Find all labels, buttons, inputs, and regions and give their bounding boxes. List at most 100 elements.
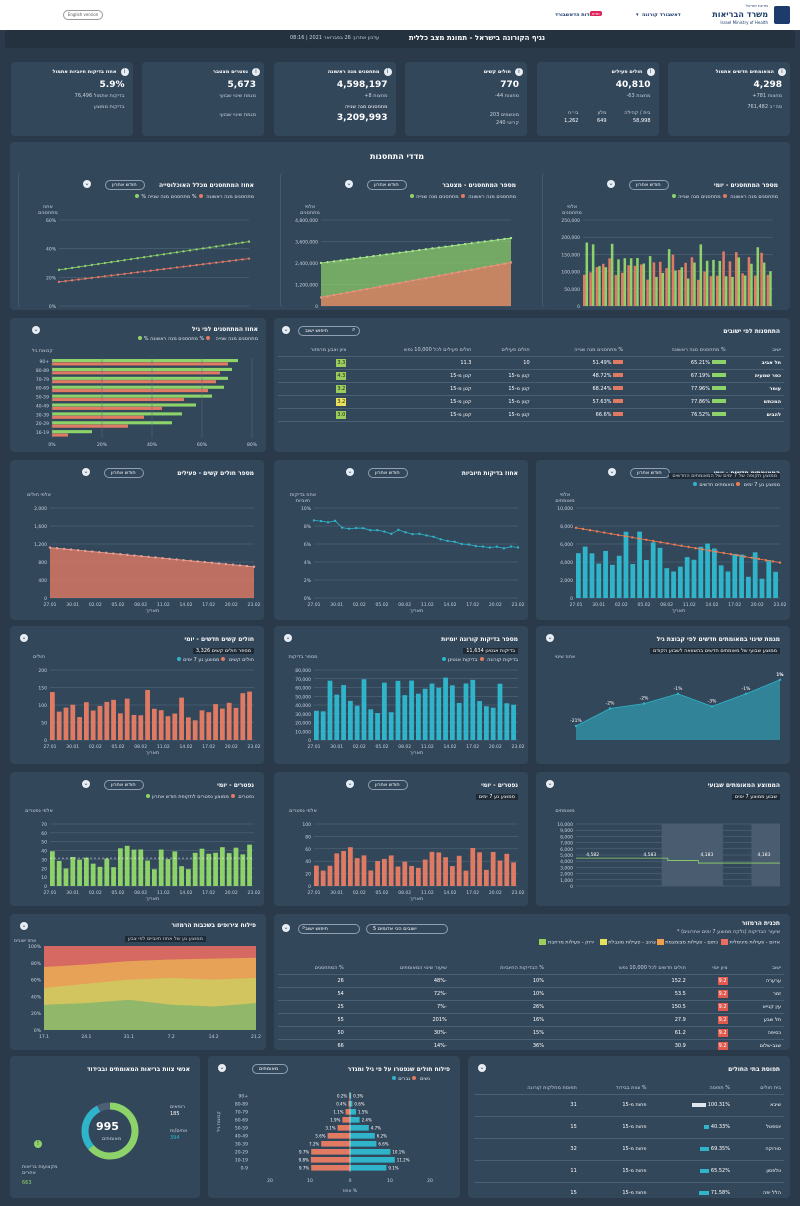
info-icon[interactable]: ⌄: [32, 326, 40, 334]
chart-card: מגמת שינוי במאומתים חדשים לפי קבוצת גיל ⌄…: [536, 626, 790, 764]
table-row[interactable]: תל שבע 9.2 27.9 16% 201% 55: [278, 1013, 784, 1027]
table-header[interactable]: % הבדיקות החיוביות: [449, 962, 547, 975]
info-icon[interactable]: ⌄: [478, 1064, 486, 1072]
city-search-input[interactable]: חיפוש ישוב: [298, 326, 360, 336]
table-row[interactable]: שיבא 100.31% פחות מ-15 31: [474, 1094, 784, 1117]
table-header[interactable]: % מתחסנים מנה שנייה: [532, 344, 627, 357]
period-dropdown[interactable]: חודש אחרון: [105, 180, 145, 190]
table-row[interactable]: עומר 77.96% 68.24% קטן מ-15 קטן מ-15 3.2: [278, 382, 784, 396]
per10k: 53.5: [546, 987, 689, 1001]
x-tick: 20.02: [489, 602, 502, 608]
data-point: [710, 705, 714, 708]
collapse-icon[interactable]: ⌄: [282, 326, 290, 334]
data-point: [201, 263, 205, 266]
table-row[interactable]: כפר שמעיה 67.19% 48.72% קטן מ-15 קטן מ-1…: [278, 369, 784, 383]
table-row[interactable]: תל אביב 65.21% 51.49% 10 11.3 3.3: [278, 356, 784, 370]
info-icon[interactable]: ⌄: [218, 1064, 226, 1072]
info-icon[interactable]: i: [778, 68, 786, 76]
collapse-icon[interactable]: ⌄: [282, 924, 290, 932]
red-cities-dropdown[interactable]: 5 ישובים הכי אדומים: [366, 924, 448, 934]
table-header[interactable]: % המתחסנים: [278, 962, 347, 975]
table-header[interactable]: ישוב: [730, 962, 784, 975]
info-icon[interactable]: ⌄: [82, 468, 90, 476]
data-point: [119, 553, 122, 556]
table-header[interactable]: ציון יומי: [688, 962, 731, 975]
chart-svg: -21%-2%-2%-1%-3%-1%1%1%: [570, 672, 784, 740]
info-icon[interactable]: ⌄: [284, 634, 292, 642]
data-point: [764, 559, 768, 562]
table-row[interactable]: סורוקה 69.35% פחות מ-15 32: [474, 1138, 784, 1161]
table-header[interactable]: חולים פעילים: [474, 344, 533, 357]
bar: [712, 548, 717, 598]
nav-dashboard[interactable]: דאשבורד קורונה: [642, 12, 681, 18]
chart-card: מספר חולים קשים - פעילים חודש אחרון ⌄ אלפי …: [10, 460, 264, 620]
info-icon[interactable]: ⌄: [20, 634, 28, 642]
period-dropdown[interactable]: חודש אחרון: [629, 180, 669, 190]
x-tick: 27.01: [570, 602, 583, 608]
table-row[interactable]: הלל יפה 71.58% פחות מ-15 15: [474, 1182, 784, 1198]
table-row[interactable]: יוספטל 40.33% פחות מ-15 15: [474, 1116, 784, 1139]
table-row[interactable]: זמר 9.2 53.5 10% -72% 54: [278, 987, 784, 1001]
info-icon[interactable]: i: [120, 68, 129, 76]
bar: [741, 273, 744, 306]
info-icon[interactable]: i: [515, 68, 523, 76]
bar: [691, 559, 697, 598]
table-row[interactable]: כסיפה 9.2 61.2 15% -30% 50: [278, 1026, 784, 1040]
data-point: [509, 261, 513, 264]
data-point: [210, 561, 213, 564]
data-point: [326, 260, 329, 264]
bar: [349, 1093, 350, 1099]
table-header[interactable]: ציון וצבע מרמזור: [278, 344, 350, 357]
info-icon[interactable]: ⌄: [546, 634, 554, 642]
period-dropdown[interactable]: חודש אחרון: [367, 180, 407, 190]
table-row[interactable]: עין קנייא 9.2 150.5 26% -7% 25: [278, 1000, 784, 1014]
data-point: [175, 558, 178, 561]
chart-svg: 10,0009,0008,0007,0006,0005,0004,0003,00…: [557, 822, 780, 890]
table-row[interactable]: להבים 76.52% 66.6% קטן מ-15 קטן מ-15 3.0: [278, 408, 784, 422]
info-icon[interactable]: i: [252, 68, 260, 76]
table-row[interactable]: שגב-שלום 9.2 30.9 36% -14% 66: [278, 1039, 784, 1050]
table-row[interactable]: המכתש 77.86% 57.63% קטן מ-15 קטן מ-15 3.…: [278, 395, 784, 409]
bar: [50, 692, 55, 740]
period-dropdown[interactable]: חודש אחרון: [104, 780, 144, 790]
table-header[interactable]: בית חולים: [732, 1082, 784, 1095]
info-icon[interactable]: ⌄: [607, 180, 615, 188]
data-point: [694, 547, 697, 550]
info-icon[interactable]: ⌄: [346, 780, 354, 788]
info-icon[interactable]: i: [383, 68, 392, 76]
info-icon[interactable]: ⌄: [608, 468, 616, 476]
y-tick: 70,000: [295, 677, 311, 683]
card-title: פילוח חולים שנפטרו על פי גיל ומגדר: [347, 1066, 450, 1073]
info-icon[interactable]: ⌄: [20, 922, 28, 930]
table-row[interactable]: ערערה 9.2 152.2 10% -48% 26: [278, 974, 784, 988]
period-dropdown[interactable]: חודש אחרון: [368, 468, 408, 478]
table-header[interactable]: שיעור שינוי המאומתים: [346, 962, 450, 975]
info-icon[interactable]: ⌄: [83, 180, 91, 188]
table-header[interactable]: ישוב: [728, 344, 784, 357]
table-header[interactable]: תפוסת מחלקות קורונה: [474, 1082, 580, 1095]
table-row[interactable]: וולפסון 65.52% פחות מ-15 11: [474, 1160, 784, 1183]
table-header[interactable]: % צוות בבידוד: [579, 1082, 650, 1095]
bar: [77, 717, 82, 740]
pyramid-dropdown[interactable]: מאומתים: [252, 1064, 288, 1074]
period-dropdown[interactable]: חודש אחרון: [368, 780, 408, 790]
info-icon[interactable]: ⌄: [346, 468, 354, 476]
info-icon[interactable]: i: [646, 68, 655, 76]
table-header[interactable]: חולים חדשים לכל 10,000 נפש: [546, 962, 689, 975]
table-header[interactable]: % מתחסנים מנה ראשונה: [626, 344, 729, 357]
bar: [630, 564, 636, 598]
traffic-search-input[interactable]: חיפוש ישוב: [298, 924, 360, 934]
info-icon[interactable]: ⌄: [546, 780, 554, 788]
info-icon[interactable]: ⌄: [82, 780, 90, 788]
info-icon[interactable]: ⌄: [345, 180, 353, 188]
period-dropdown[interactable]: חודש אחרון: [104, 468, 144, 478]
info-icon[interactable]: !: [34, 1140, 42, 1148]
occupancy: 69.35%: [649, 1138, 733, 1161]
english-version-button[interactable]: English version: [63, 10, 103, 20]
table-header[interactable]: % תפוסה: [649, 1082, 733, 1095]
nav-about[interactable]: אודות הדאשבורד: [555, 12, 595, 18]
bar: [610, 564, 615, 598]
data-point: [70, 279, 74, 282]
table-header[interactable]: חולים פעילים לכל 10,000 נפש: [349, 344, 475, 357]
data-point: [680, 544, 683, 547]
